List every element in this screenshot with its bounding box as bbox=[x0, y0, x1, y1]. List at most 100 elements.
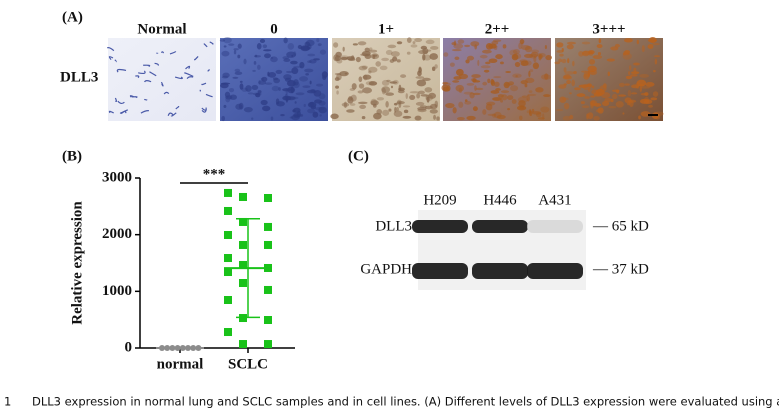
tissue-texture bbox=[529, 110, 533, 117]
tissue-texture bbox=[654, 58, 658, 65]
band bbox=[412, 220, 468, 233]
size-label: — 65 kD bbox=[592, 218, 649, 234]
tissue-texture bbox=[528, 70, 531, 77]
tissue-texture bbox=[425, 39, 435, 45]
tissue-texture bbox=[511, 53, 519, 61]
tissue-texture bbox=[512, 53, 522, 60]
x-tick-label: SCLC bbox=[228, 356, 268, 372]
tissue-texture bbox=[507, 108, 511, 111]
tissue-texture bbox=[569, 92, 572, 95]
tissue-texture bbox=[638, 115, 641, 120]
histology-images bbox=[106, 36, 664, 122]
tissue-texture bbox=[464, 99, 468, 102]
tissue-texture bbox=[201, 82, 207, 86]
y-axis-label: Relative expression bbox=[69, 201, 85, 325]
tissue-texture bbox=[414, 38, 423, 43]
tissue-texture bbox=[252, 69, 256, 72]
tissue-texture bbox=[641, 45, 645, 53]
tissue-texture bbox=[293, 65, 302, 68]
tissue-texture bbox=[574, 87, 581, 91]
tissue-texture bbox=[389, 59, 395, 63]
tissue-texture bbox=[365, 81, 375, 86]
tissue-texture bbox=[247, 92, 254, 95]
tissue-texture bbox=[409, 94, 416, 101]
tissue-texture bbox=[341, 102, 350, 107]
tissue-texture bbox=[464, 44, 471, 48]
band bbox=[527, 263, 583, 279]
tissue-texture bbox=[496, 114, 506, 120]
tissue-texture bbox=[624, 50, 631, 54]
data-point bbox=[264, 316, 272, 325]
tissue-texture bbox=[287, 43, 295, 50]
tissue-texture bbox=[458, 87, 463, 94]
tissue-texture bbox=[490, 90, 500, 94]
significance: *** bbox=[203, 166, 226, 182]
tissue-texture bbox=[394, 106, 397, 113]
tissue-texture bbox=[466, 82, 475, 86]
tissue-texture bbox=[428, 92, 437, 99]
band bbox=[472, 263, 528, 279]
tissue-texture bbox=[185, 65, 191, 70]
band bbox=[527, 220, 583, 233]
tissue-texture bbox=[143, 64, 151, 68]
tissue-texture bbox=[361, 50, 371, 57]
tissue-texture bbox=[319, 114, 322, 117]
tissue-texture bbox=[520, 80, 528, 85]
tissue-texture bbox=[285, 70, 293, 74]
tissue-texture bbox=[544, 73, 549, 80]
lane-label: A431 bbox=[538, 192, 571, 208]
tissue-texture bbox=[648, 36, 657, 44]
tissue-texture bbox=[309, 59, 317, 64]
tissue-texture bbox=[402, 115, 412, 119]
tissue-texture bbox=[256, 43, 262, 50]
tissue-texture bbox=[500, 90, 510, 94]
tissue-texture bbox=[422, 77, 431, 81]
tissue-texture bbox=[485, 43, 493, 50]
tissue-texture bbox=[482, 109, 487, 115]
tissue-texture bbox=[556, 108, 564, 112]
tissue-texture bbox=[543, 94, 551, 98]
tissue-texture bbox=[562, 115, 571, 121]
tissue-texture bbox=[262, 105, 271, 112]
data-point bbox=[239, 260, 247, 269]
tissue-texture bbox=[349, 88, 356, 91]
tissue-texture bbox=[294, 101, 297, 104]
tissue-texture bbox=[316, 38, 320, 43]
tissue-texture bbox=[618, 82, 625, 88]
tissue-texture bbox=[567, 58, 570, 64]
tissue-texture bbox=[395, 106, 399, 112]
data-point bbox=[224, 188, 232, 197]
tissue-texture bbox=[588, 59, 596, 65]
tissue-texture bbox=[253, 55, 262, 58]
tissue-texture bbox=[108, 56, 114, 61]
tissue-texture bbox=[563, 102, 570, 110]
tissue-texture bbox=[406, 51, 411, 55]
tissue-texture bbox=[495, 54, 503, 60]
tissue-texture bbox=[276, 101, 285, 107]
tissue-texture bbox=[430, 45, 439, 50]
tissue-texture bbox=[636, 39, 640, 45]
tissue-texture bbox=[436, 116, 440, 121]
tissue-texture bbox=[429, 109, 438, 114]
tissue-texture bbox=[458, 101, 464, 108]
data-point bbox=[239, 240, 247, 249]
tissue-texture bbox=[255, 92, 261, 98]
tissue-texture bbox=[445, 102, 455, 109]
tissue-texture bbox=[222, 72, 230, 78]
tissue-texture bbox=[487, 113, 497, 116]
tissue-texture bbox=[270, 56, 278, 63]
tissue-texture bbox=[442, 81, 449, 85]
tissue-texture bbox=[403, 109, 409, 114]
tissue-texture bbox=[623, 51, 626, 56]
tissue-texture bbox=[493, 81, 500, 87]
tissue-texture bbox=[418, 67, 422, 73]
tissue-texture bbox=[167, 112, 174, 116]
tissue-texture bbox=[595, 109, 602, 113]
tissue-texture bbox=[596, 44, 603, 49]
tissue-texture bbox=[566, 79, 571, 85]
tissue-texture bbox=[237, 54, 241, 59]
tissue-texture bbox=[558, 58, 562, 63]
tissue-texture bbox=[251, 117, 254, 120]
tissue-texture bbox=[351, 55, 355, 60]
tissue-texture bbox=[648, 104, 653, 108]
